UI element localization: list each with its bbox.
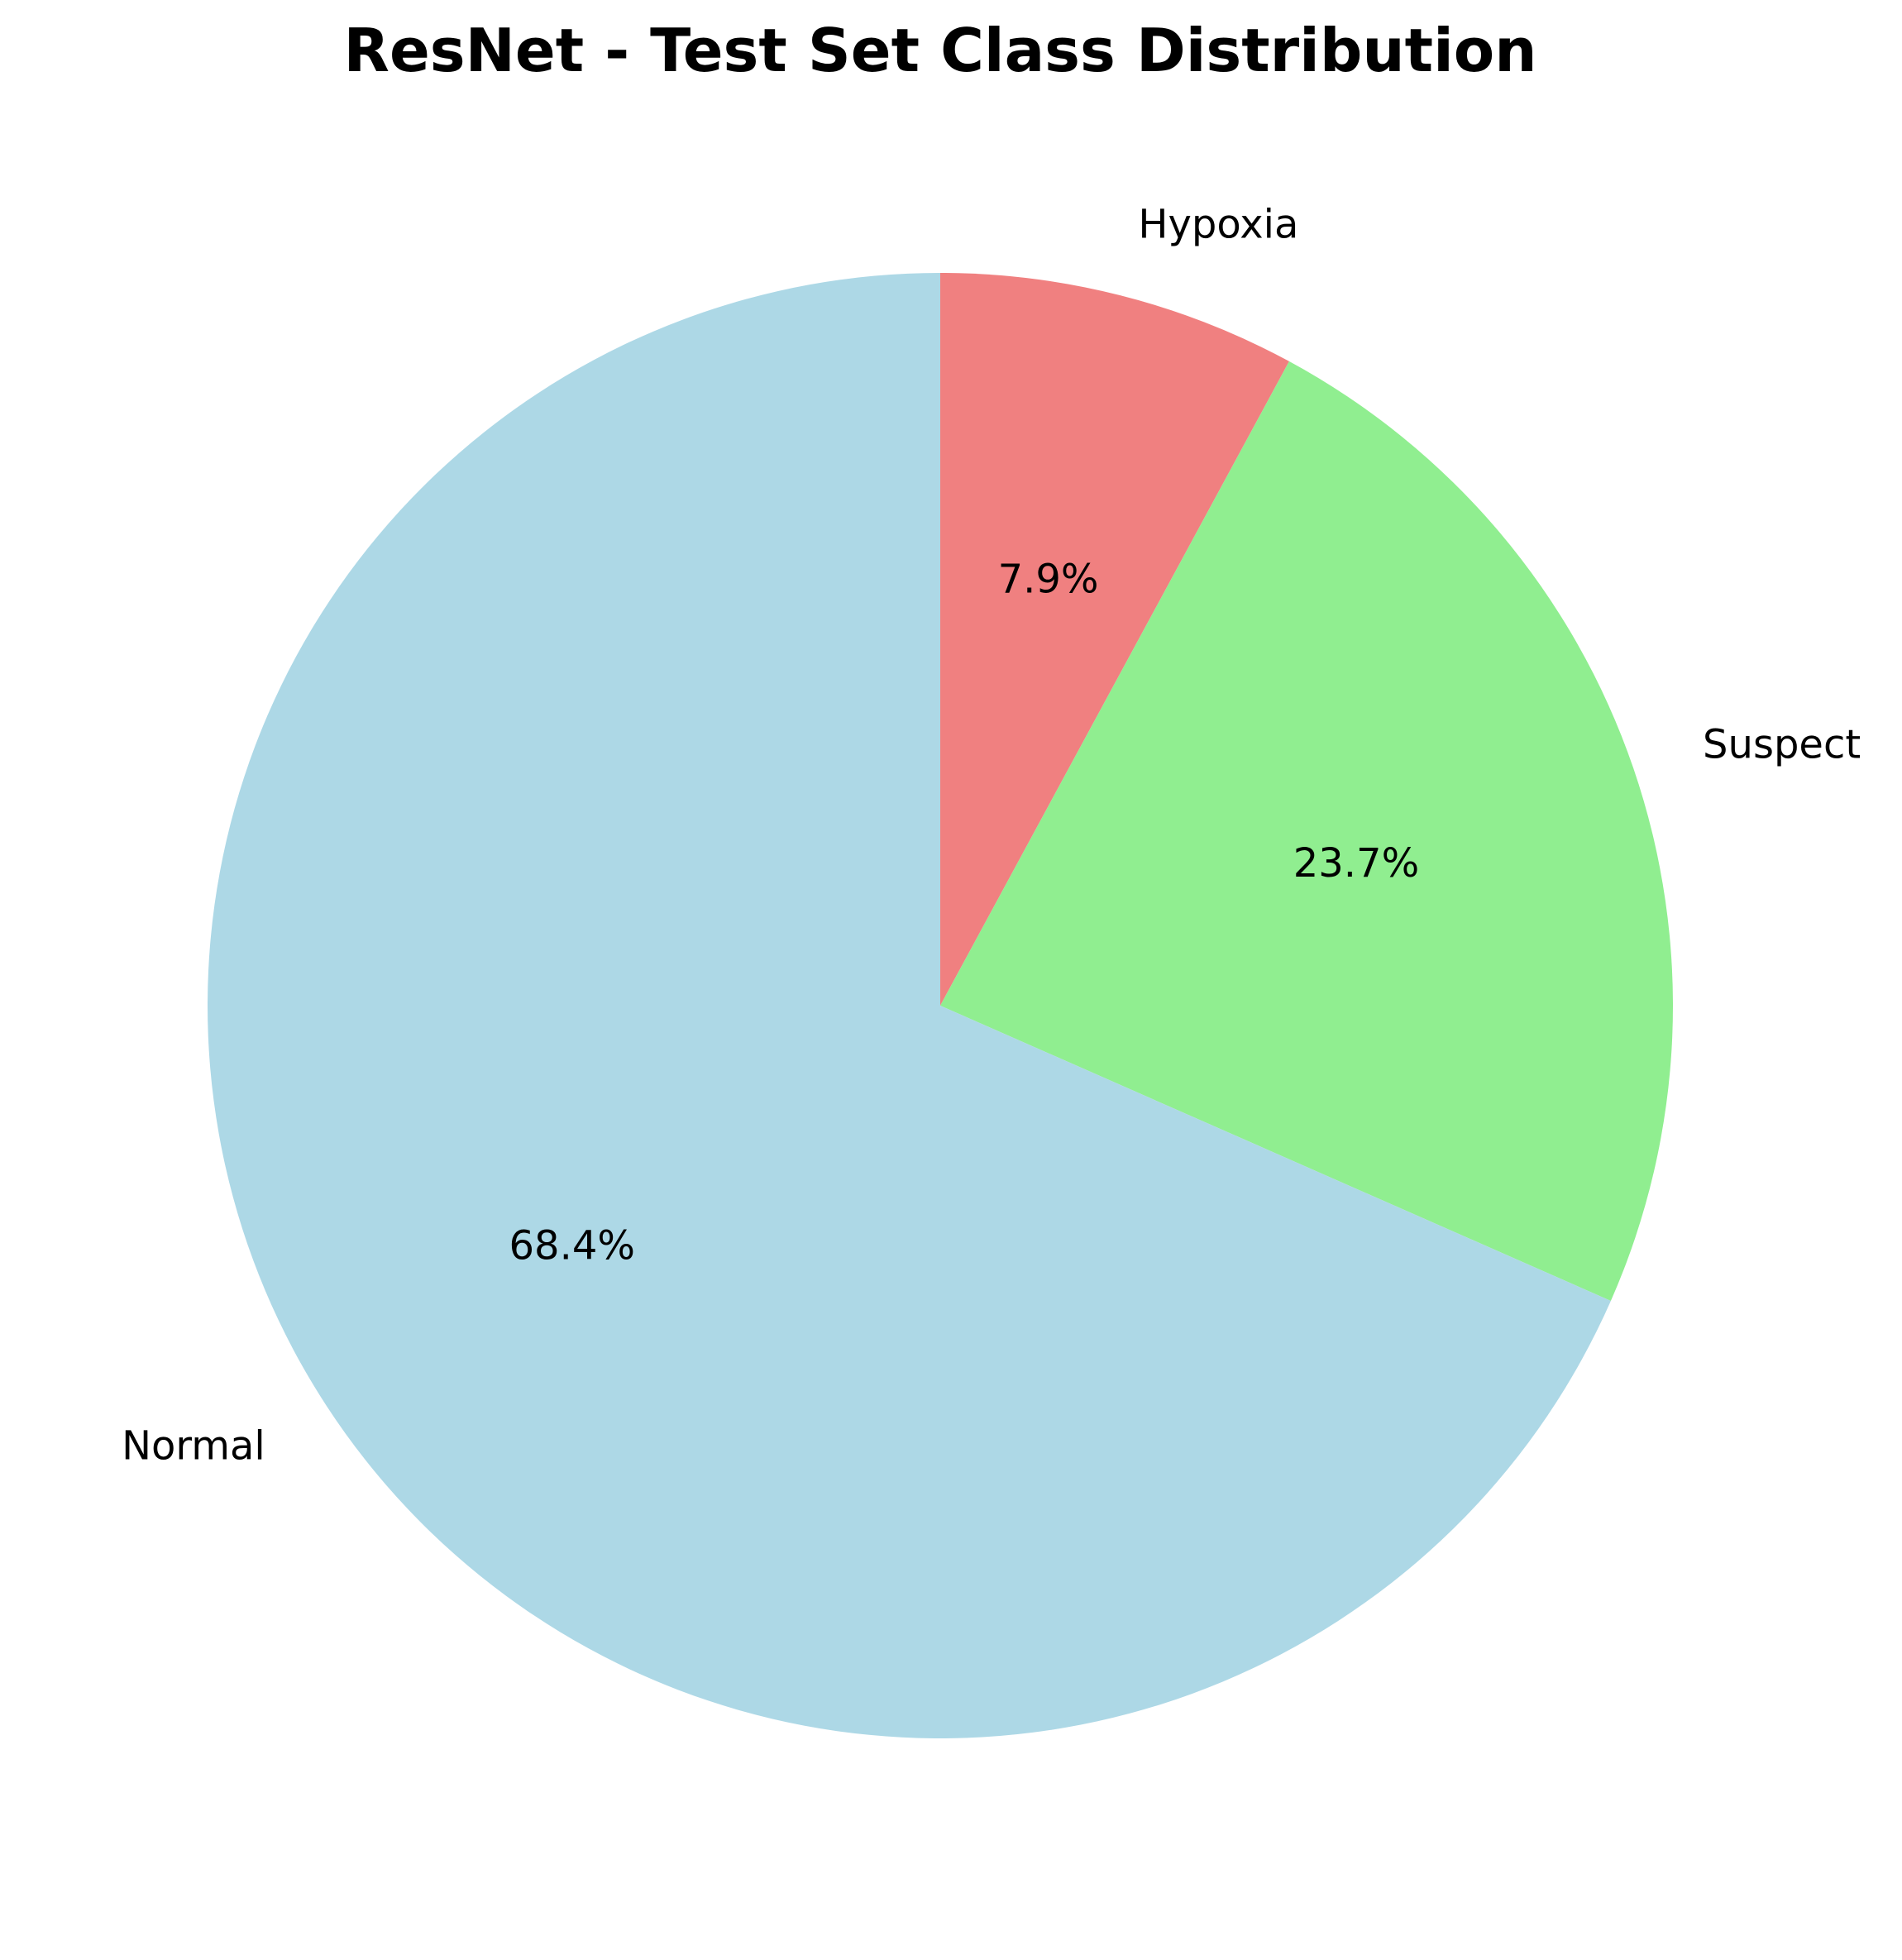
slice-label-suspect: Suspect bbox=[1703, 721, 1861, 767]
slice-label-hypoxia: Hypoxia bbox=[1138, 201, 1298, 247]
pie-slice-normal bbox=[207, 273, 1611, 1739]
pie-slice-hypoxia bbox=[940, 273, 1289, 1006]
slice-label-normal: Normal bbox=[122, 1423, 265, 1470]
pie-labels: Hypoxia 7.9% Suspect 23.7% Normal 68.4% bbox=[122, 201, 1861, 1469]
chart-title: ResNet - Test Set Class Distribution bbox=[344, 16, 1537, 85]
pct-label-suspect: 23.7% bbox=[1293, 840, 1419, 887]
pie-slices bbox=[207, 273, 1673, 1739]
pct-label-normal: 68.4% bbox=[509, 1222, 635, 1269]
pie-slice-suspect bbox=[940, 361, 1673, 1301]
pct-label-hypoxia: 7.9% bbox=[998, 557, 1099, 603]
